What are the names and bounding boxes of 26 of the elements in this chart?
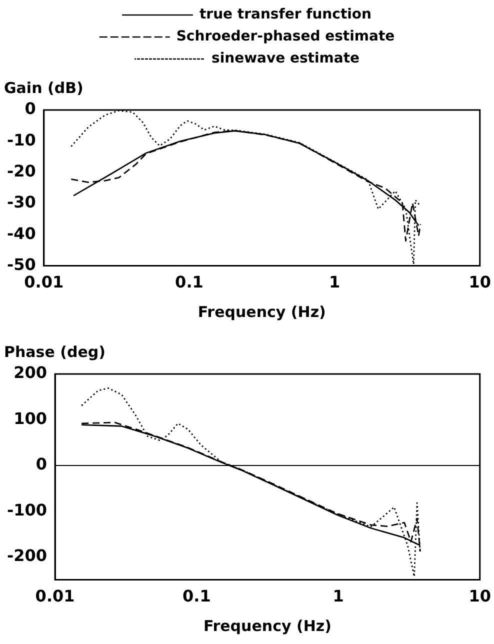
y-tick-label: -30 bbox=[7, 192, 36, 212]
x-axis-title: Frequency (Hz) bbox=[203, 616, 332, 635]
y-tick-label: 100 bbox=[14, 408, 48, 428]
y-tick-label: -40 bbox=[7, 224, 36, 243]
y-tick-label: -20 bbox=[7, 161, 36, 180]
x-tick-label: 10 bbox=[468, 272, 491, 292]
legend-label: Schroeder-phased estimate bbox=[176, 28, 395, 45]
y-axis-title: Gain (dB) bbox=[4, 78, 84, 97]
legend-label: true transfer function bbox=[199, 6, 372, 23]
y-tick-label: -50 bbox=[7, 254, 36, 274]
y-tick-label: -10 bbox=[7, 130, 36, 150]
x-tick-label: 0.01 bbox=[24, 272, 64, 292]
x-tick-label: 1 bbox=[328, 272, 340, 292]
legend-label: sinewave estimate bbox=[211, 50, 360, 67]
x-tick-label: 0.1 bbox=[175, 272, 204, 292]
y-tick-label: -200 bbox=[6, 546, 48, 566]
x-tick-label: 1 bbox=[332, 586, 344, 606]
y-axis-title: Phase (deg) bbox=[4, 342, 106, 361]
x-tick-label: 0.1 bbox=[182, 586, 211, 606]
x-tick-label: 10 bbox=[468, 586, 491, 606]
y-tick-label: -100 bbox=[6, 500, 48, 520]
y-tick-label: 0 bbox=[36, 454, 48, 474]
x-tick-label: 0.01 bbox=[35, 586, 75, 606]
y-tick-label: 0 bbox=[24, 99, 36, 118]
x-axis-title: Frequency (Hz) bbox=[198, 302, 326, 321]
y-tick-label: 200 bbox=[14, 363, 48, 382]
